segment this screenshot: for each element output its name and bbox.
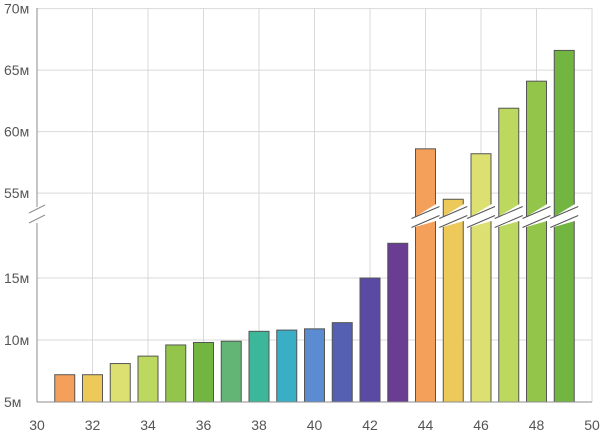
bar-44 xyxy=(415,148,436,403)
bar-38 xyxy=(248,330,270,403)
bar-34 xyxy=(137,355,159,403)
axis-break-stroke-lower-47 xyxy=(494,215,523,228)
bar-43 xyxy=(387,242,409,403)
bars xyxy=(54,49,575,403)
x-tick-label-40: 40 xyxy=(307,417,323,433)
axis-break-gap-48 xyxy=(522,202,551,228)
x-tick-label-42: 42 xyxy=(362,417,378,433)
bar-33 xyxy=(109,363,131,403)
bar-45 xyxy=(442,198,464,403)
bar-40 xyxy=(304,328,325,403)
y-tick-label-70м: 70м xyxy=(4,1,29,17)
axis-break-stroke-upper-44 xyxy=(411,206,440,219)
x-tick-label-46: 46 xyxy=(473,417,489,433)
axis-break-stroke-upper-48 xyxy=(522,206,551,219)
y-axis-break-stroke-lower xyxy=(28,214,46,224)
bar-47 xyxy=(498,107,520,403)
y-tick-label-65м: 65м xyxy=(4,62,29,78)
y-tick-label-60м: 60м xyxy=(4,124,29,140)
axis-break xyxy=(28,202,579,228)
axis-break-stroke-lower-45 xyxy=(439,215,468,228)
bar-37 xyxy=(220,340,242,403)
y-tick-label-55м: 55м xyxy=(4,185,29,201)
bar-48 xyxy=(526,80,547,403)
y-tick-label-15м: 15м xyxy=(4,270,29,286)
x-tick-label-48: 48 xyxy=(529,417,545,433)
bar-39 xyxy=(276,329,298,403)
y-axis-break-stroke-upper xyxy=(28,204,46,214)
axis-break-stroke-lower-44 xyxy=(411,215,440,228)
axis-break-gap-49 xyxy=(550,202,579,228)
y-tick-label-10м: 10м xyxy=(4,332,29,348)
axis-break-gap-44 xyxy=(411,202,440,228)
axis-break-stroke-upper-47 xyxy=(494,206,523,219)
bar-42 xyxy=(359,277,381,403)
axis-break-gap-46 xyxy=(467,202,495,228)
x-tick-label-38: 38 xyxy=(251,417,267,433)
axis-break-gap-47 xyxy=(494,202,523,228)
bar-32 xyxy=(82,374,103,403)
y-tick-label-5м: 5м xyxy=(4,394,21,410)
axis-break-stroke-upper-49 xyxy=(550,206,579,219)
axes xyxy=(36,8,592,403)
axis-break-stroke-upper-45 xyxy=(439,206,468,219)
axis-break-gap-45 xyxy=(439,202,468,228)
bar-35 xyxy=(165,344,187,403)
x-tick-label-34: 34 xyxy=(140,417,156,433)
bar-36 xyxy=(193,341,214,403)
x-tick-label-44: 44 xyxy=(418,417,434,433)
x-tick-label-32: 32 xyxy=(85,417,101,433)
axis-break-stroke-upper-46 xyxy=(466,206,496,219)
x-tick-label-50: 50 xyxy=(584,417,600,433)
bar-46 xyxy=(470,153,492,403)
bar-49 xyxy=(553,49,575,403)
axis-break-stroke-lower-48 xyxy=(522,215,551,228)
x-tick-label-36: 36 xyxy=(196,417,212,433)
tick-labels: 30 32 34 36 38 40 42 44 46 48 50 5м 10м 15м 55м 60м 65м 7… xyxy=(4,1,600,433)
bar-41 xyxy=(331,322,353,403)
axis-break-stroke-lower-49 xyxy=(550,215,579,228)
bar-31 xyxy=(54,374,76,403)
axis-break-stroke-lower-46 xyxy=(466,215,496,228)
x-tick-label-30: 30 xyxy=(29,417,45,433)
